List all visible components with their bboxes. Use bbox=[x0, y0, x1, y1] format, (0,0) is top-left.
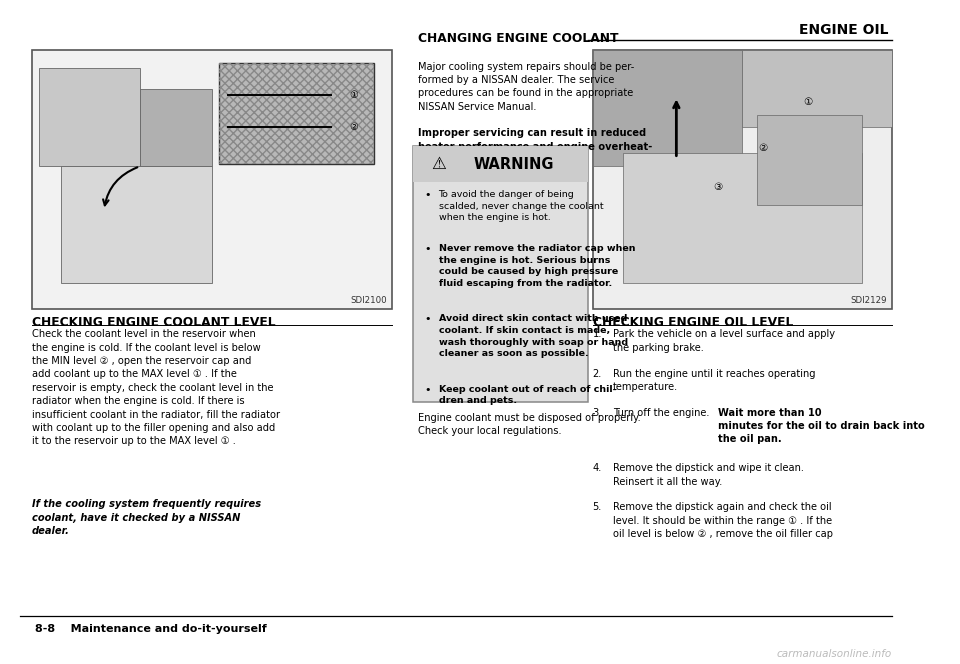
Text: CHANGING ENGINE COOLANT: CHANGING ENGINE COOLANT bbox=[418, 32, 618, 45]
Text: Engine coolant must be disposed of properly.
Check your local regulations.: Engine coolant must be disposed of prope… bbox=[418, 413, 640, 436]
Text: Run the engine until it reaches operating
temperature.: Run the engine until it reaches operatin… bbox=[612, 369, 815, 392]
Text: If the cooling system frequently requires
coolant, have it checked by a NISSAN
d: If the cooling system frequently require… bbox=[32, 499, 261, 536]
Text: Never remove the radiator cap when
the engine is hot. Serious burns
could be cau: Never remove the radiator cap when the e… bbox=[439, 244, 635, 288]
Text: •: • bbox=[425, 190, 431, 200]
Bar bbox=[219, 63, 374, 164]
Text: Remove the dipstick again and check the oil
level. It should be within the range: Remove the dipstick again and check the … bbox=[612, 503, 832, 539]
Text: ①: ① bbox=[804, 96, 812, 107]
Text: Park the vehicle on a level surface and apply
the parking brake.: Park the vehicle on a level surface and … bbox=[612, 329, 835, 353]
Text: 3.: 3. bbox=[592, 408, 602, 418]
Bar bbox=[413, 146, 588, 402]
Bar bbox=[39, 68, 140, 167]
Text: ①: ① bbox=[349, 90, 358, 100]
Bar bbox=[592, 50, 892, 309]
Text: ③: ③ bbox=[713, 182, 723, 192]
Bar bbox=[622, 153, 862, 283]
Text: SDI2129: SDI2129 bbox=[851, 295, 887, 305]
Text: Remove the dipstick and wipe it clean.
Reinsert it all the way.: Remove the dipstick and wipe it clean. R… bbox=[612, 463, 804, 487]
Text: carmanualsonline.info: carmanualsonline.info bbox=[777, 649, 892, 659]
Text: 8-8    Maintenance and do-it-yourself: 8-8 Maintenance and do-it-yourself bbox=[35, 624, 266, 634]
Text: SDI2100: SDI2100 bbox=[350, 295, 388, 305]
Text: 2.: 2. bbox=[592, 369, 602, 378]
Text: CHECKING ENGINE COOLANT LEVEL: CHECKING ENGINE COOLANT LEVEL bbox=[32, 316, 276, 329]
Bar bbox=[592, 50, 742, 167]
Text: To avoid the danger of being
scalded, never change the coolant
when the engine i: To avoid the danger of being scalded, ne… bbox=[439, 190, 603, 222]
Text: Improper servicing can result in reduced
heater performance and engine overheat-: Improper servicing can result in reduced… bbox=[418, 128, 652, 165]
Bar bbox=[413, 146, 588, 182]
Bar bbox=[742, 50, 892, 127]
Text: 5.: 5. bbox=[592, 503, 602, 513]
Text: WARNING: WARNING bbox=[474, 157, 555, 171]
Text: Turn off the engine.: Turn off the engine. bbox=[612, 408, 715, 418]
Text: ENGINE OIL: ENGINE OIL bbox=[800, 23, 889, 37]
Text: •: • bbox=[425, 315, 431, 325]
Text: Check the coolant level in the reservoir when
the engine is cold. If the coolant: Check the coolant level in the reservoir… bbox=[32, 329, 280, 446]
Bar bbox=[60, 167, 212, 283]
Text: Keep coolant out of reach of chil-
dren and pets.: Keep coolant out of reach of chil- dren … bbox=[439, 385, 616, 406]
Text: Major cooling system repairs should be per-
formed by a NISSAN dealer. The servi: Major cooling system repairs should be p… bbox=[418, 62, 634, 112]
Bar bbox=[219, 63, 374, 164]
Text: CHECKING ENGINE OIL LEVEL: CHECKING ENGINE OIL LEVEL bbox=[592, 316, 793, 329]
Text: Avoid direct skin contact with used
coolant. If skin contact is made,
wash thoro: Avoid direct skin contact with used cool… bbox=[439, 315, 628, 359]
Bar bbox=[32, 50, 392, 309]
Bar bbox=[757, 115, 862, 205]
Text: ②: ② bbox=[758, 143, 768, 153]
Text: Wait more than 10
minutes for the oil to drain back into
the oil pan.: Wait more than 10 minutes for the oil to… bbox=[717, 408, 924, 444]
Bar bbox=[140, 88, 212, 167]
Text: ②: ② bbox=[349, 122, 358, 132]
Text: 1.: 1. bbox=[592, 329, 602, 339]
Text: ⚠: ⚠ bbox=[431, 155, 446, 173]
Text: •: • bbox=[425, 385, 431, 395]
Text: 4.: 4. bbox=[592, 463, 602, 473]
Text: •: • bbox=[425, 244, 431, 254]
